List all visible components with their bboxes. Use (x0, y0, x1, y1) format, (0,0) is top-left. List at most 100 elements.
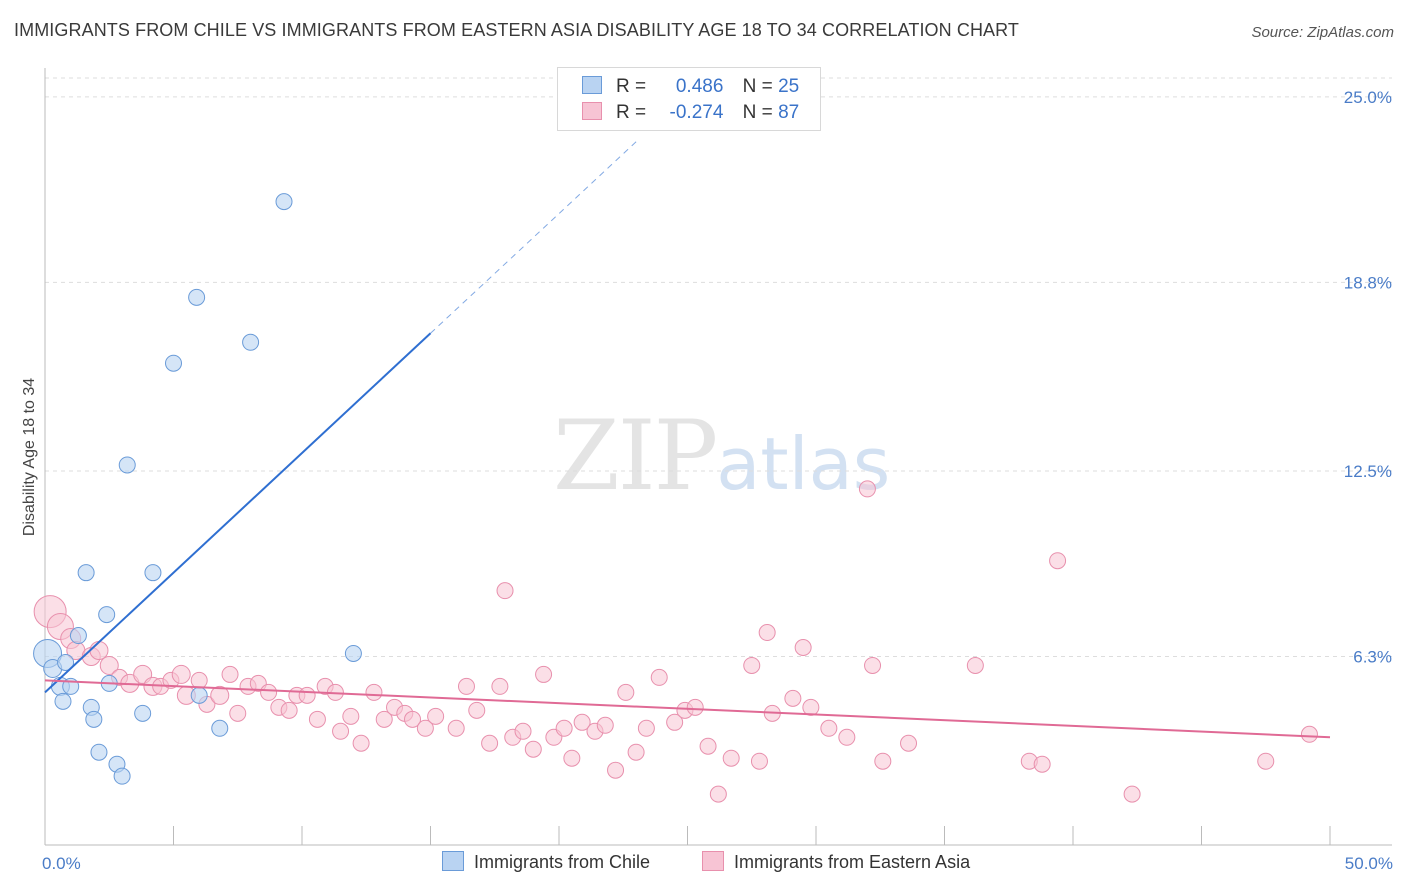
bottom-legend-chile: Immigrants from Chile (442, 851, 650, 873)
point-chile (190, 686, 208, 704)
grid-lines (45, 77, 1392, 657)
y-tick-label: 6.3% (1353, 647, 1392, 666)
point-chile (98, 606, 116, 624)
point-eastern-asia (802, 698, 820, 716)
point-eastern-asia (686, 698, 704, 716)
point-chile (242, 333, 260, 351)
legend-swatch-chile (582, 76, 602, 94)
trend-line-eastern-asia (44, 679, 1331, 739)
y-tick-label: 12.5% (1344, 462, 1392, 481)
point-eastern-asia (481, 734, 499, 752)
point-eastern-asia (210, 685, 230, 705)
point-eastern-asia (447, 719, 465, 737)
x-tick-marks (44, 826, 1331, 845)
x-tick-label: 0.0% (42, 854, 81, 873)
point-chile (77, 564, 95, 582)
legend-n-value-chile: 25 (778, 76, 800, 97)
trend-line-chile-extension (430, 141, 637, 334)
point-eastern-asia (1300, 725, 1318, 743)
legend-row-asia: R = -0.274 N = 87 (582, 102, 799, 126)
watermark: ZIPatlas (553, 400, 890, 512)
point-eastern-asia (858, 480, 876, 498)
point-eastern-asia (260, 683, 278, 701)
point-eastern-asia (784, 689, 802, 707)
bottom-legend-label-asia: Immigrants from Eastern Asia (734, 852, 971, 872)
legend-r-value-asia: -0.274 (669, 102, 724, 123)
point-eastern-asia (1123, 785, 1141, 803)
point-eastern-asia (699, 737, 717, 755)
point-chile (85, 710, 103, 728)
point-eastern-asia (820, 719, 838, 737)
point-eastern-asia (607, 761, 625, 779)
point-eastern-asia (514, 722, 532, 740)
point-chile (113, 767, 131, 785)
point-eastern-asia (427, 707, 445, 725)
point-eastern-asia (365, 683, 383, 701)
point-chile (134, 704, 152, 722)
y-tick-label: 18.8% (1344, 273, 1392, 292)
point-chile (57, 653, 75, 671)
chart-source: Source: ZipAtlas.com (1251, 24, 1394, 41)
point-eastern-asia (375, 710, 393, 728)
y-tick-label: 25.0% (1344, 88, 1392, 107)
point-eastern-asia (332, 722, 350, 740)
watermark-zip: ZIP (553, 400, 718, 512)
point-eastern-asia (555, 719, 573, 737)
trend-lines (44, 141, 1331, 739)
point-eastern-asia (524, 740, 542, 758)
point-eastern-asia (838, 728, 856, 746)
point-chile (90, 743, 108, 761)
point-eastern-asia (874, 752, 892, 770)
correlation-legend: R = 0.486 N = 25 R = -0.274 N = 87 (557, 67, 821, 131)
x-tick-labels: 0.0% 50.0% (42, 854, 1393, 873)
point-eastern-asia (743, 656, 761, 674)
point-eastern-asia (722, 749, 740, 767)
point-eastern-asia (416, 719, 434, 737)
bottom-legend-asia: Immigrants from Eastern Asia (702, 851, 970, 873)
y-axis-label: Disability Age 18 to 34 (21, 378, 38, 536)
point-eastern-asia (171, 664, 191, 684)
point-eastern-asia (221, 665, 239, 683)
point-eastern-asia (573, 713, 591, 731)
point-eastern-asia (468, 701, 486, 719)
point-eastern-asia (535, 665, 553, 683)
point-eastern-asia (794, 638, 812, 656)
point-eastern-asia (627, 743, 645, 761)
point-eastern-asia (637, 719, 655, 737)
point-chile (54, 692, 72, 710)
axes (44, 68, 1392, 846)
point-eastern-asia (404, 710, 422, 728)
point-eastern-asia (298, 686, 316, 704)
point-eastern-asia (758, 624, 776, 642)
legend-n-label-chile: N = (742, 76, 773, 97)
legend-r-label-chile: R = (616, 76, 647, 97)
point-eastern-asia (352, 734, 370, 752)
point-eastern-asia (308, 710, 326, 728)
x-tick-label: 50.0% (1345, 854, 1393, 873)
legend-row-chile: R = 0.486 N = 25 (582, 76, 799, 100)
point-eastern-asia (1033, 755, 1051, 773)
point-eastern-asia (496, 582, 514, 600)
point-chile (188, 288, 206, 306)
point-eastern-asia (900, 734, 918, 752)
bottom-legend-swatch-asia (702, 851, 724, 871)
series-chile-points (33, 193, 362, 785)
point-chile (69, 627, 87, 645)
point-eastern-asia (563, 749, 581, 767)
point-eastern-asia (750, 752, 768, 770)
point-eastern-asia (491, 677, 509, 695)
bottom-legend-swatch-chile (442, 851, 464, 871)
point-eastern-asia (457, 677, 475, 695)
point-chile (118, 456, 136, 474)
bottom-legend-label-chile: Immigrants from Chile (474, 852, 651, 872)
point-chile (144, 564, 162, 582)
point-eastern-asia (617, 683, 635, 701)
point-eastern-asia (99, 655, 119, 675)
point-chile (275, 193, 293, 211)
point-eastern-asia (596, 716, 614, 734)
point-eastern-asia (229, 704, 247, 722)
point-eastern-asia (1049, 552, 1067, 570)
point-chile (211, 719, 229, 737)
trend-line-chile (44, 332, 432, 694)
